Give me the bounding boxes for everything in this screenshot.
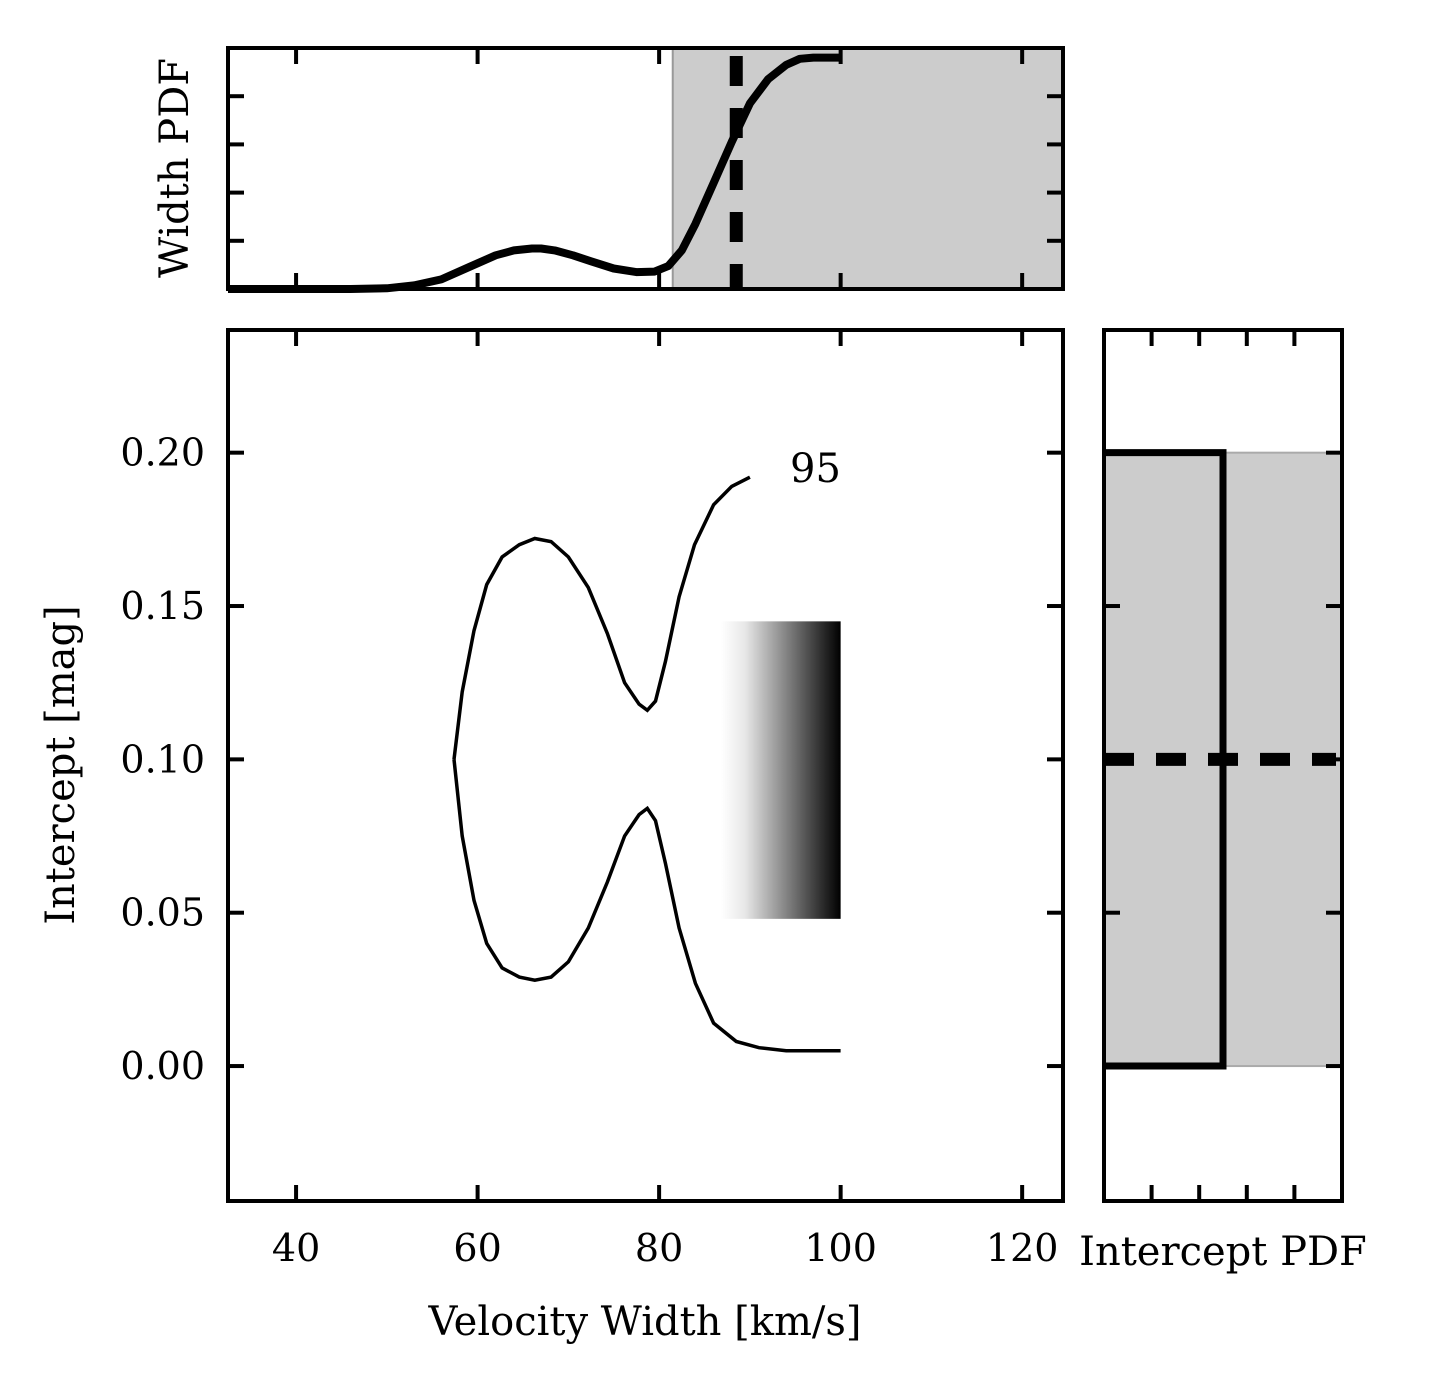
right-ticks xyxy=(1104,330,1342,1201)
right-axes-frame xyxy=(1102,328,1344,1203)
top-ylabel: Width PDF xyxy=(152,58,198,278)
y-tick-label: 0.05 xyxy=(120,891,205,935)
main-ticks: 40 60 80 100 120 0.00 0.05 0.10 0.15 0.20 xyxy=(120,330,1063,1270)
contour-upper-line xyxy=(452,475,751,760)
top-ticks xyxy=(228,48,1063,289)
x-tick-label: 80 xyxy=(635,1226,683,1270)
y-tick-label: 0.15 xyxy=(120,584,205,628)
main-panel: 95 40 60 80 100 120 0.00 0.05 0.10 0.15 0.20 Velo… xyxy=(38,328,1065,1345)
x-tick-label: 60 xyxy=(453,1226,501,1270)
x-tick-label: 40 xyxy=(272,1226,320,1270)
y-tick-label: 0.10 xyxy=(120,737,205,781)
top-panel: Width PDF xyxy=(152,46,1065,293)
top-axes-frame xyxy=(226,46,1065,291)
y-tick-label: 0.00 xyxy=(120,1044,205,1088)
width-pdf-line xyxy=(228,53,841,293)
x-axis-label: Velocity Width [km/s] xyxy=(427,1299,861,1345)
contour-lower-line xyxy=(452,759,841,1053)
main-axes-frame xyxy=(226,328,1065,1203)
contour-label: 95 xyxy=(790,446,841,492)
right-xlabel: Intercept PDF xyxy=(1079,1229,1367,1275)
y-tick-label: 0.20 xyxy=(120,431,205,475)
x-tick-label: 120 xyxy=(986,1226,1059,1270)
gradient-region xyxy=(720,621,841,919)
x-tick-label: 100 xyxy=(804,1226,877,1270)
right-panel: Intercept PDF xyxy=(1079,328,1367,1275)
y-axis-label: Intercept [mag] xyxy=(38,605,84,925)
